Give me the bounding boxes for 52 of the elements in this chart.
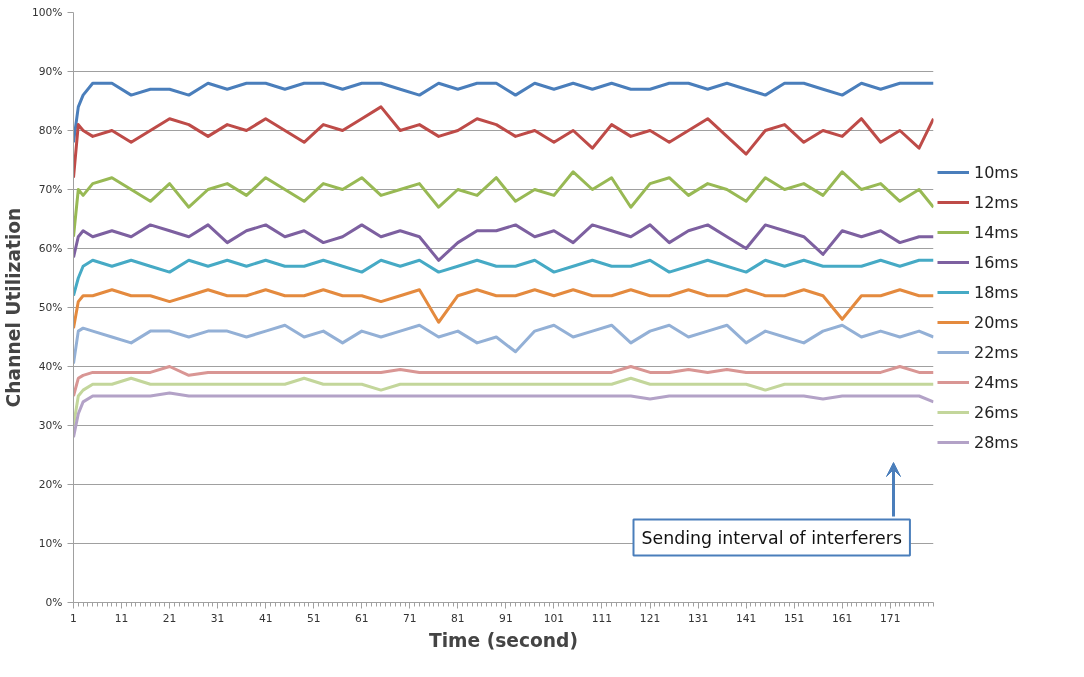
y-tick-label: 60%: [38, 242, 63, 255]
legend-label: 18ms: [974, 282, 1019, 302]
x-tick-label: 121: [639, 611, 661, 625]
y-tick-label: 100%: [32, 6, 63, 19]
x-tick-label: 61: [354, 611, 369, 625]
x-tick-label: 171: [880, 611, 901, 625]
legend-label: 14ms: [974, 222, 1019, 242]
line-series: [73, 81, 934, 144]
x-tick-label: 11: [114, 611, 129, 625]
x-tick-label: 41: [258, 611, 273, 625]
legend-label: 16ms: [974, 252, 1019, 272]
x-tick-label: 151: [784, 611, 805, 625]
line-series: [73, 288, 934, 330]
y-tick-label: 50%: [38, 301, 63, 314]
y-axis-title: Channel Utilization: [3, 207, 25, 408]
y-tick-label: 30%: [38, 419, 63, 432]
legend-label: 12ms: [974, 192, 1019, 212]
legend-label: 24ms: [974, 372, 1019, 392]
x-tick-label: 111: [591, 611, 613, 625]
x-tick-label: 141: [735, 611, 757, 625]
line-series: [73, 376, 934, 427]
x-tick-label: 21: [162, 611, 177, 625]
legend-label: 26ms: [974, 402, 1019, 422]
y-tick-label: 70%: [38, 183, 63, 196]
x-axis-title: Time (second): [428, 629, 579, 651]
y-tick-label: 80%: [38, 124, 63, 137]
line-series: [73, 323, 934, 366]
legend-label: 22ms: [974, 342, 1019, 362]
line-series: [73, 170, 934, 239]
x-tick-label: 51: [306, 611, 321, 625]
legend-label: 20ms: [974, 312, 1019, 332]
line-series: [73, 391, 934, 439]
x-tick-label: 81: [451, 611, 465, 625]
y-tick-label: 0%: [45, 596, 63, 609]
x-tick-label: 31: [210, 611, 225, 625]
line-series: [73, 365, 934, 398]
x-tick-label: 131: [687, 611, 709, 625]
x-tick-label: 161: [832, 611, 853, 625]
x-tick-label: 1: [70, 611, 77, 625]
line-series: [73, 105, 934, 180]
x-tick-label: 101: [543, 611, 565, 625]
y-tick-label: 20%: [38, 478, 63, 491]
legend-label: 10ms: [974, 162, 1019, 182]
x-tick-label: 91: [499, 611, 513, 625]
legend-label: 28ms: [974, 432, 1019, 452]
y-tick-label: 40%: [38, 360, 63, 373]
line-series: [73, 258, 934, 298]
y-tick-label: 10%: [38, 537, 63, 550]
y-tick-label: 90%: [38, 65, 63, 78]
annotation: Sending interval of interferers: [641, 527, 902, 548]
line-series: [73, 223, 934, 262]
x-tick-label: 71: [403, 611, 417, 625]
